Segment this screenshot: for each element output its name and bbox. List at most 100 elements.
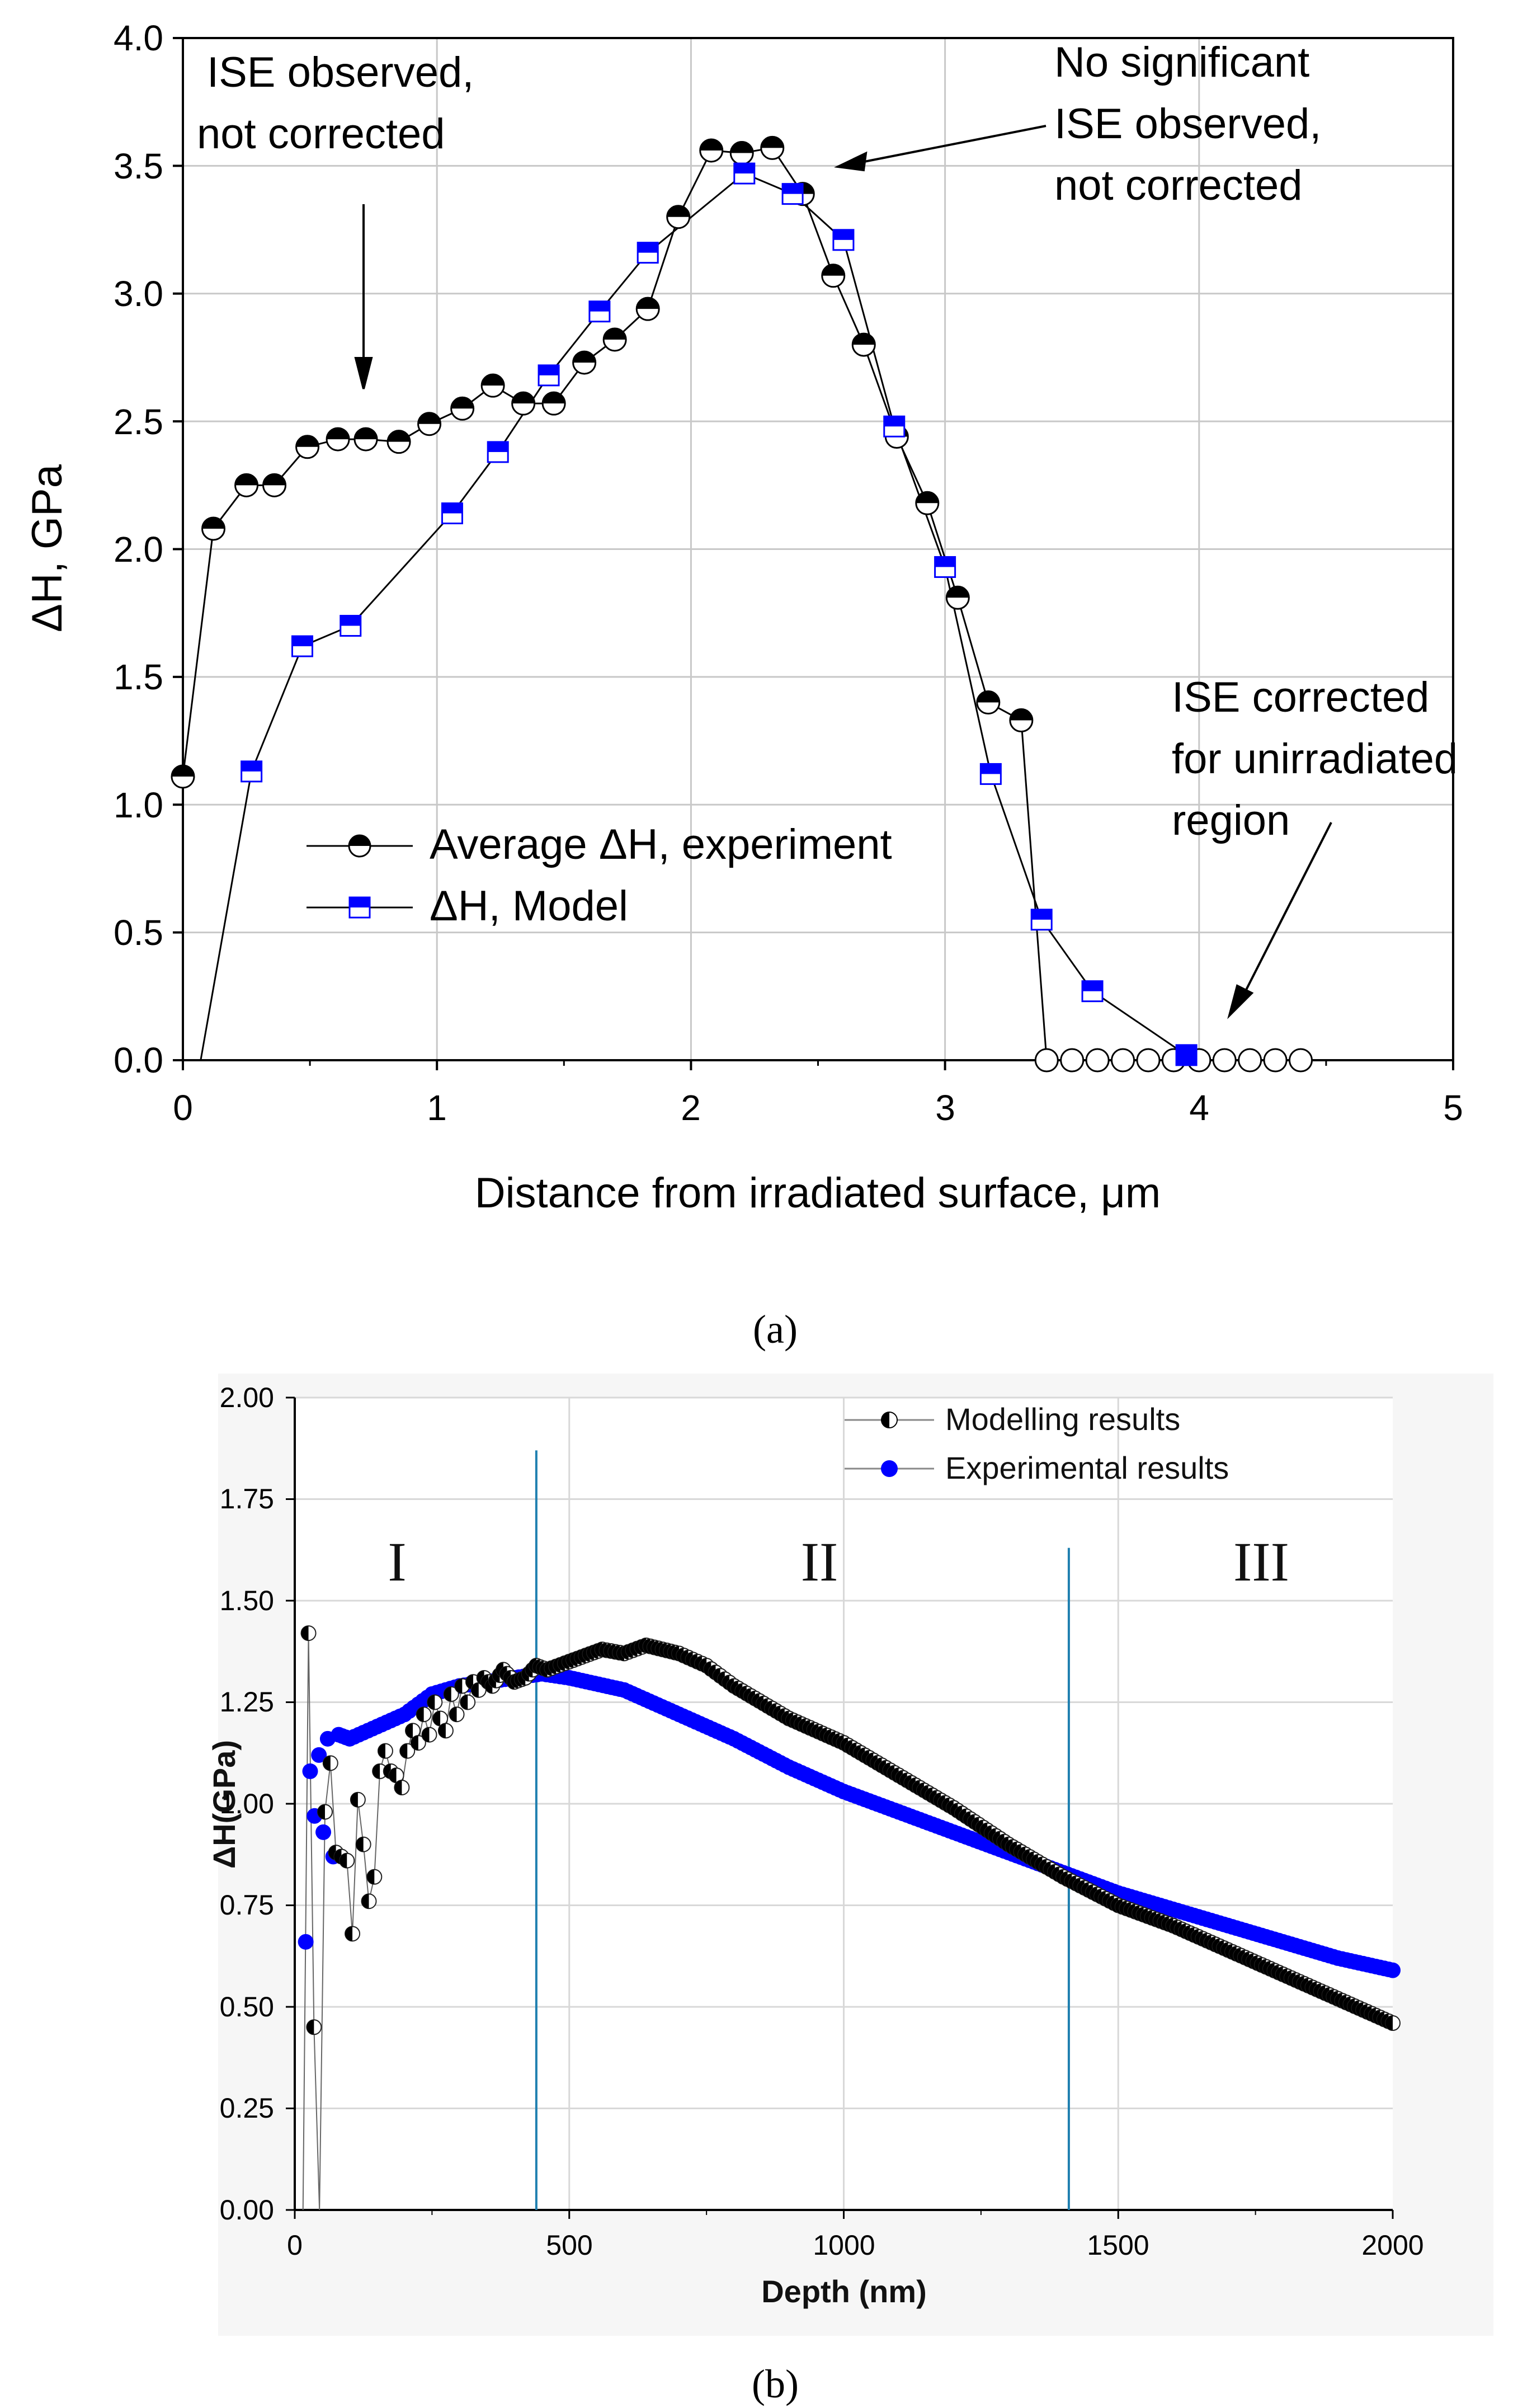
- experiment-point: [417, 412, 442, 436]
- model-point: [637, 242, 659, 264]
- model-point: [441, 502, 463, 525]
- experiment-point: [666, 205, 691, 229]
- b-ytick-label: 1.50: [220, 1585, 274, 1616]
- experiment-point: [1263, 1048, 1288, 1073]
- legend-label-modelling: Modelling results: [945, 1401, 1180, 1437]
- modelling-point: [345, 1926, 361, 1942]
- model-point: [781, 183, 804, 205]
- caption-b: (b): [752, 2362, 799, 2406]
- a-xtick-label: 2: [681, 1088, 701, 1128]
- b-ytick-label: 0.75: [220, 1889, 274, 1921]
- modelling-point: [437, 1723, 454, 1739]
- experiment-point: [1085, 1048, 1110, 1073]
- legend-marker-model: [348, 896, 371, 919]
- panel-a-annotation-bottom-right: ISE corrected for unirradiated region: [1172, 674, 1458, 844]
- modelling-point: [394, 1779, 410, 1795]
- a-ytick-label: 1.0: [114, 785, 163, 825]
- panel-a-legend: Average ΔH, experiment ΔH, Model: [307, 821, 892, 930]
- model-point: [1081, 980, 1104, 1003]
- a-ytick-label: 2.5: [114, 402, 163, 442]
- experiment-point: [386, 430, 411, 454]
- a-xtick-label: 3: [935, 1088, 955, 1128]
- modelling-point: [416, 1706, 432, 1723]
- b-ytick-label: 0.00: [220, 2194, 274, 2226]
- panel-a-ticks: [173, 37, 1454, 1070]
- a-ytick-label: 3.0: [114, 274, 163, 314]
- modelling-point: [1385, 2015, 1401, 2031]
- b-ytick-label: 0.50: [220, 1991, 274, 2023]
- experimental-point: [298, 1934, 314, 1950]
- modelling-point: [410, 1735, 426, 1751]
- modelling-point: [350, 1791, 366, 1808]
- annotation-line: not corrected: [197, 110, 445, 158]
- experiment-point: [1060, 1048, 1085, 1073]
- arrow-bottom-head: [1227, 984, 1254, 1019]
- a-xtick-label: 1: [427, 1088, 447, 1128]
- model-point: [487, 441, 509, 463]
- model-point: [934, 556, 956, 578]
- annotation-line: No significant: [1054, 39, 1309, 86]
- model-point: [979, 763, 1002, 785]
- annotation-line: ISE observed,: [1054, 100, 1321, 148]
- experiment-point: [602, 327, 627, 352]
- a-ytick-label: 3.5: [114, 146, 163, 186]
- panel-b-x-axis-title: Depth (nm): [761, 2274, 927, 2309]
- panel-a-annotation-arrows: [354, 125, 1332, 1019]
- experiment-point: [511, 391, 536, 416]
- modelling-point: [449, 1706, 465, 1723]
- panel-a-y-tick-labels: 0.0 0.5 1.0 1.5 2.0 2.5 3.0 3.5 4.0: [114, 18, 163, 1080]
- b-ytick-label: 1.25: [220, 1686, 274, 1718]
- experiment-point: [1009, 708, 1034, 733]
- region-label-ii: II: [801, 1531, 838, 1593]
- experiment-point: [326, 427, 350, 452]
- modelling-point: [388, 1767, 404, 1784]
- panel-a-series: [171, 135, 1313, 1073]
- panel-b-y-tick-labels: 0.00 0.25 0.50 0.75 1.00 1.25 1.50 1.75 …: [220, 1382, 274, 2226]
- experiment-point: [976, 690, 1001, 715]
- model-point: [733, 162, 756, 185]
- modelling-point: [460, 1694, 476, 1710]
- modelling-point: [372, 1763, 388, 1779]
- arrow-bottom: [1243, 822, 1332, 994]
- a-xtick-label: 0: [173, 1088, 193, 1128]
- modelling-point: [366, 1869, 383, 1885]
- panel-b-gridlines: [295, 1396, 1393, 2210]
- modelling-point: [377, 1743, 393, 1759]
- experiment-point: [945, 585, 970, 610]
- a-ytick-label: 4.0: [114, 18, 163, 58]
- model-point: [883, 415, 906, 438]
- experimental-point: [302, 1763, 318, 1779]
- model-point: [291, 635, 313, 657]
- panel-a-x-tick-labels: 0 1 2 3 4 5: [173, 1088, 1463, 1128]
- a-ytick-label: 0.0: [114, 1040, 163, 1080]
- a-xtick-label: 4: [1189, 1088, 1209, 1128]
- b-xtick-label: 500: [546, 2230, 592, 2261]
- a-ytick-label: 0.5: [114, 913, 163, 953]
- experiment-point: [1288, 1048, 1313, 1073]
- modelling-point: [322, 1755, 338, 1771]
- panel-b-series: [298, 1625, 1401, 2211]
- panel-b-legend: Modelling results Experimental results: [845, 1401, 1229, 1485]
- panel-b-y-axis-title: ΔH(GPa): [206, 1740, 242, 1869]
- modelling-point: [361, 1893, 377, 1910]
- arrow-left-head: [354, 357, 373, 389]
- experiment-point: [480, 373, 505, 398]
- annotation-line: ISE corrected: [1172, 674, 1429, 721]
- a-ytick-label: 1.5: [114, 657, 163, 697]
- modelling-point: [399, 1743, 416, 1759]
- panel-b-x-tick-labels: 0 500 1000 1500 2000: [287, 2230, 1424, 2261]
- model-point: [538, 364, 560, 387]
- model-point: [832, 229, 855, 251]
- experiment-point: [201, 516, 226, 541]
- model-point: [241, 760, 263, 783]
- modelling-point: [355, 1836, 371, 1852]
- arrow-top: [861, 125, 1047, 163]
- b-ytick-label: 2.00: [220, 1382, 274, 1413]
- modelling-point: [306, 2019, 322, 2035]
- b-ytick-label: 1.75: [220, 1483, 274, 1515]
- panel-a-annotation-left: ISE observed, not corrected: [197, 49, 474, 158]
- experiment-point: [729, 141, 754, 166]
- annotation-line: ISE observed,: [207, 49, 474, 96]
- b-ytick-label: 1.00: [220, 1788, 274, 1819]
- b-xtick-label: 1000: [813, 2230, 875, 2261]
